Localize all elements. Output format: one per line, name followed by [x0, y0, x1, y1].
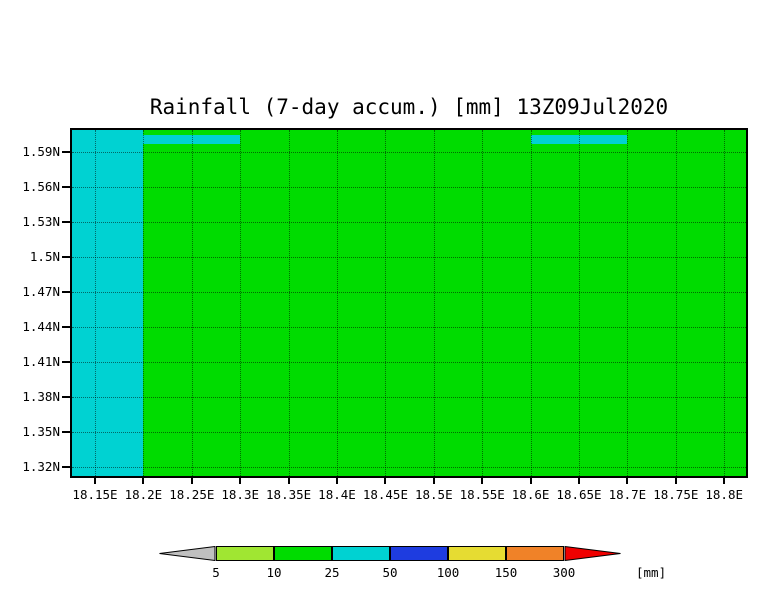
x-tick-mark: [142, 478, 145, 484]
gridline-vertical: [337, 130, 338, 476]
x-tick-label: 18.35E: [266, 487, 312, 502]
gridline-horizontal: [72, 327, 746, 328]
y-tick-label: 1.56N: [22, 179, 60, 194]
gridline-horizontal: [72, 397, 746, 398]
colorbar-tick-label: 150: [494, 565, 518, 580]
y-tick-label: 1.41N: [22, 354, 60, 369]
gridline-vertical: [724, 130, 726, 476]
gridline-vertical: [95, 130, 96, 476]
x-tick-mark: [336, 478, 338, 484]
y-tick-label: 1.32N: [22, 459, 60, 474]
x-tick-label: 18.2E: [124, 487, 163, 502]
colorbar-left-arrow: [159, 546, 216, 561]
y-tick-mark: [62, 186, 70, 188]
y-tick-label: 1.35N: [22, 424, 60, 439]
gridline-vertical: [627, 130, 629, 476]
x-tick-label: 18.55E: [459, 487, 505, 502]
x-tick-mark: [384, 478, 387, 484]
y-tick-mark: [62, 431, 70, 433]
y-tick-mark: [62, 326, 70, 328]
y-tick-mark: [62, 221, 70, 223]
y-tick-mark: [62, 466, 70, 468]
x-tick-mark: [287, 478, 290, 484]
x-tick-mark: [674, 478, 677, 484]
colorbar-tick-label: 10: [266, 565, 282, 580]
x-tick-label: 18.5E: [414, 487, 453, 502]
region-west-stripe: [72, 130, 144, 476]
colorbar-tick-label: 100: [436, 565, 460, 580]
x-tick-label: 18.65E: [556, 487, 602, 502]
y-axis: 1.59N 1.56N 1.53N 1.5N 1.47N 1.44N 1.41N 1.38N 1…: [0, 130, 62, 476]
gridline-vertical: [143, 130, 145, 476]
y-tick-mark: [62, 151, 70, 153]
colorbar-segment: [274, 546, 332, 561]
gridline-horizontal: [72, 257, 746, 258]
x-tick-mark: [578, 478, 580, 484]
y-tick-mark: [62, 361, 70, 363]
colorbar-tick-label: 25: [324, 565, 340, 580]
y-tick-mark: [62, 291, 70, 293]
colorbar-segment: [448, 546, 506, 561]
gridline-vertical: [530, 130, 532, 476]
x-tick-label: 18.8E: [705, 487, 744, 502]
colorbar-tick-label: 300: [552, 565, 576, 580]
colorbar: [mm] 5 10 25 50 100 150 300: [158, 546, 718, 584]
x-tick-label: 18.4E: [318, 487, 356, 502]
gridline-vertical: [240, 130, 242, 476]
plot-area: [70, 128, 748, 478]
x-axis: 18.15E 18.2E 18.25E 18.3E 18.35E 18.4E 18.45E 1…: [72, 487, 746, 503]
x-tick-mark: [529, 478, 532, 484]
y-tick-mark: [62, 256, 70, 258]
gridline-horizontal: [72, 467, 746, 468]
plot-title: Rainfall (7-day accum.) [mm] 13Z09Jul202…: [149, 95, 669, 119]
y-tick-label: 1.38N: [22, 389, 60, 404]
x-tick-mark: [481, 478, 484, 484]
x-tick-mark: [94, 478, 96, 484]
gridline-vertical: [433, 130, 435, 476]
gridline-vertical: [191, 130, 193, 476]
region-north-strip-2: [530, 135, 628, 144]
gridline-horizontal: [72, 362, 746, 363]
x-tick-label: 18.75E: [653, 487, 699, 502]
y-tick-label: 1.53N: [22, 214, 60, 229]
gridline-vertical: [385, 130, 387, 476]
colorbar-tick-label: 50: [382, 565, 398, 580]
x-tick-mark: [432, 478, 435, 484]
x-tick-label: 18.15E: [72, 487, 118, 502]
gridline-vertical: [675, 130, 677, 476]
colorbar-tick-label: 5: [212, 565, 220, 580]
x-tick-label: 18.45E: [362, 487, 408, 502]
gridline-vertical: [288, 130, 290, 476]
x-tick-mark: [239, 478, 242, 484]
colorbar-segment: [332, 546, 390, 561]
colorbar-segments: [158, 546, 718, 561]
x-tick-label: 18.6E: [511, 487, 550, 502]
gridline-vertical: [482, 130, 484, 476]
colorbar-right-arrow: [564, 546, 621, 561]
colorbar-unit-label: [mm]: [636, 565, 667, 580]
colorbar-segment: [216, 546, 274, 561]
gridline-vertical: [579, 130, 580, 476]
colorbar-segment: [506, 546, 564, 561]
gridline-horizontal: [72, 152, 746, 153]
gridline-horizontal: [72, 222, 746, 223]
x-tick-mark: [626, 478, 629, 484]
colorbar-segment: [390, 546, 448, 561]
y-tick-label: 1.44N: [22, 319, 60, 334]
x-tick-label: 18.7E: [608, 487, 647, 502]
gridline-horizontal: [72, 432, 746, 433]
y-tick-label: 1.59N: [22, 144, 60, 159]
y-tick-label: 1.5N: [29, 249, 60, 264]
region-north-strip-1: [143, 135, 241, 144]
gridline-horizontal: [72, 187, 746, 188]
y-tick-mark: [62, 396, 70, 398]
x-tick-mark: [190, 478, 193, 484]
x-tick-mark: [723, 478, 726, 484]
x-tick-label: 18.3E: [221, 487, 260, 502]
gridline-horizontal: [72, 292, 746, 293]
y-tick-label: 1.47N: [22, 284, 60, 299]
x-tick-label: 18.25E: [169, 487, 215, 502]
